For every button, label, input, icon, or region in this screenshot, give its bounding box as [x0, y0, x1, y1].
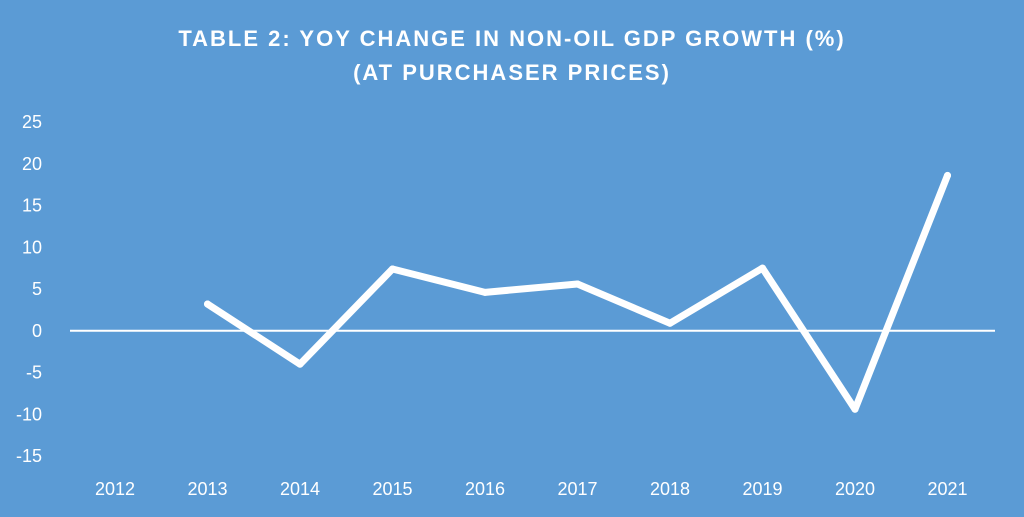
data-point: [296, 360, 304, 368]
data-point: [574, 280, 581, 288]
x-tick-label: 2014: [280, 479, 320, 499]
data-point: [759, 264, 766, 272]
x-tick-label: 2013: [187, 479, 227, 499]
x-tick-label: 2019: [742, 479, 782, 499]
y-tick-label: 20: [22, 154, 42, 174]
y-tick-label: -5: [26, 363, 42, 383]
data-point: [481, 288, 489, 296]
x-tick-label: 2021: [927, 479, 967, 499]
y-tick-label: 25: [22, 112, 42, 132]
y-tick-label: 0: [32, 321, 42, 341]
data-point: [666, 319, 674, 327]
y-tick-label: 5: [32, 279, 42, 299]
y-tick-label: 10: [22, 237, 42, 257]
x-tick-label: 2015: [372, 479, 412, 499]
x-tick-label: 2012: [95, 479, 135, 499]
y-tick-label: -10: [16, 404, 42, 424]
y-tick-label: -15: [16, 446, 42, 466]
x-tick-label: 2016: [465, 479, 505, 499]
chart-title: TABLE 2: YOY CHANGE IN NON-OIL GDP GROWT…: [178, 26, 846, 51]
x-tick-label: 2018: [650, 479, 690, 499]
data-point: [389, 265, 396, 273]
x-tick-label: 2017: [557, 479, 597, 499]
data-point: [204, 300, 211, 308]
data-point: [944, 171, 951, 179]
chart-subtitle: (AT PURCHASER PRICES): [353, 60, 671, 85]
data-point: [851, 405, 859, 413]
y-tick-label: 15: [22, 196, 42, 216]
x-tick-label: 2020: [835, 479, 875, 499]
